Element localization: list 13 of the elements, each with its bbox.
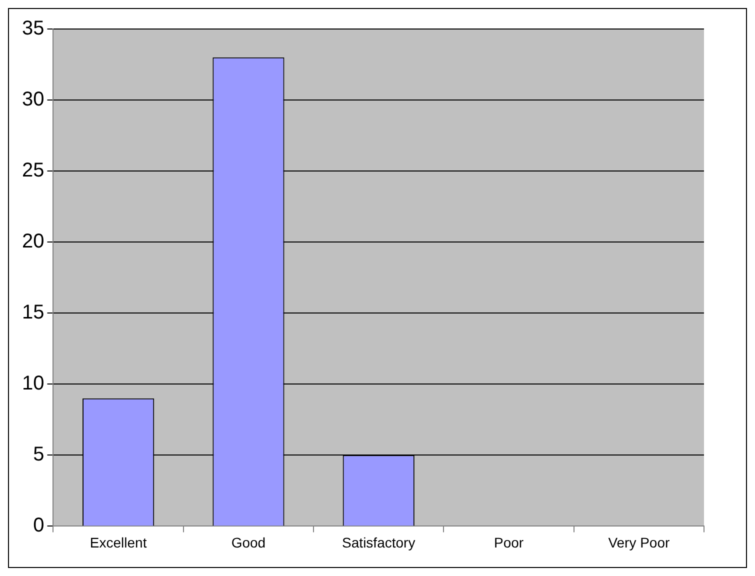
y-tick-label: 0: [33, 514, 44, 537]
x-tick-label: Poor: [494, 534, 524, 550]
x-tick-label: Very Poor: [608, 534, 670, 550]
x-tick-label: Good: [231, 534, 266, 550]
y-tick-label: 25: [22, 160, 44, 182]
y-tick-label: 10: [22, 372, 44, 395]
y-tick-label: 5: [33, 444, 44, 466]
y-tick-label: 15: [22, 302, 44, 324]
y-tick-label: 20: [22, 230, 44, 253]
x-tick-label: Satisfactory: [342, 534, 416, 550]
y-tick-label: 35: [22, 18, 44, 40]
y-tick-label: 30: [22, 88, 44, 111]
x-tick-label: Excellent: [90, 534, 147, 550]
